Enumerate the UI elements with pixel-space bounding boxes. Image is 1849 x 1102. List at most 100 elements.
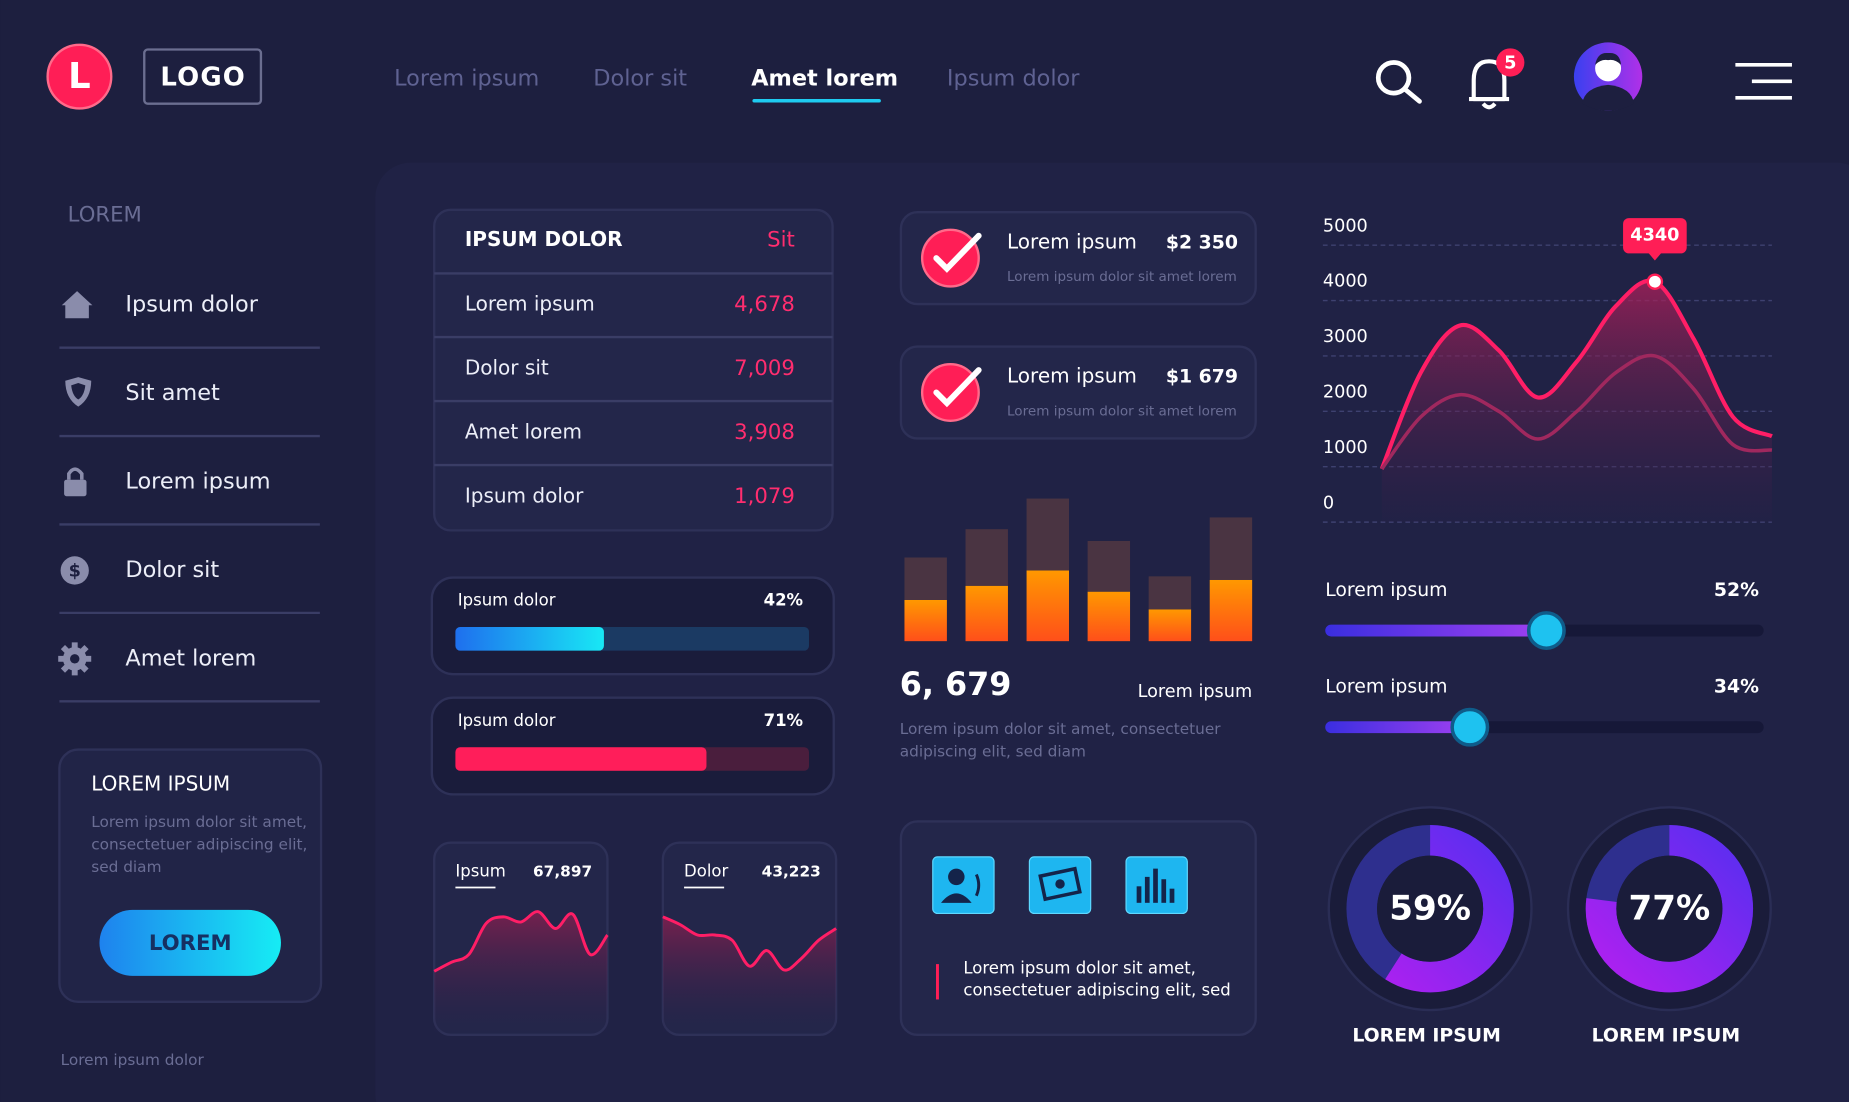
donut-label: LOREM IPSUM: [1592, 1025, 1740, 1046]
card-title: LOREM IPSUM: [91, 771, 230, 795]
sidebar-button[interactable]: [99, 909, 281, 976]
logo-text: LOGO: [160, 62, 246, 92]
mini-label: Ipsum: [455, 862, 505, 881]
donut-label: LOREM IPSUM: [1352, 1025, 1501, 1046]
bar-segment: [1148, 609, 1192, 642]
bar-segment: [904, 557, 947, 600]
annotation-pointer: [1647, 252, 1662, 261]
slider-value: 34%: [1714, 677, 1759, 698]
card-text: sed diam: [91, 858, 161, 876]
bar-segment: [904, 599, 947, 642]
dollar-icon: $: [60, 556, 89, 585]
payment-title: Lorem ipsum: [1007, 229, 1137, 253]
sparkline: [662, 915, 837, 972]
logo-box[interactable]: [143, 48, 263, 105]
donut-value: 77%: [1628, 888, 1710, 928]
icons-card-text: Lorem ipsum dolor sit amet,: [963, 958, 1196, 977]
sidebar-item[interactable]: Lorem ipsum: [125, 469, 270, 495]
bar-segment: [1087, 591, 1131, 642]
check-icon: [920, 363, 980, 422]
sidebar-item[interactable]: Sit amet: [125, 380, 220, 406]
donut-hole: [1616, 855, 1723, 962]
line: [1379, 278, 1773, 470]
mini-total: 67,897: [533, 863, 592, 881]
slider-thumb[interactable]: [1450, 707, 1490, 747]
sidebar-item[interactable]: Dolor sit: [125, 557, 219, 583]
progress-label: Ipsum dolor: [458, 591, 556, 610]
footer: Lorem ipsum dolor: [61, 1051, 205, 1069]
slider-label: Lorem ipsum: [1325, 580, 1447, 601]
bar-segment: [1209, 517, 1253, 580]
shield-icon: [65, 377, 92, 407]
bar-segment: [965, 529, 1008, 586]
donut-value: 59%: [1389, 888, 1471, 928]
sparkline: [433, 910, 609, 973]
annotation-label: 4340: [1630, 226, 1679, 246]
table-cell: Dolor sit: [465, 356, 549, 380]
notification-count: 5: [1504, 54, 1516, 74]
donut-hole: [1377, 855, 1484, 962]
icon-buttons: [932, 856, 1188, 915]
payment-amount: $2 350: [1166, 232, 1238, 253]
search-icon[interactable]: [1375, 60, 1422, 104]
progress-fill: [455, 747, 707, 771]
y-tick-label: 5000: [1323, 216, 1368, 236]
slider-thumb[interactable]: [1526, 611, 1566, 651]
table-cell: Amet lorem: [465, 420, 582, 444]
button-label: LOREM: [149, 931, 232, 956]
nav-item[interactable]: Ipsum dolor: [947, 65, 1080, 91]
table-value: 4,678: [734, 292, 795, 317]
area: [1381, 280, 1772, 523]
bar-text: Lorem ipsum dolor sit amet, consectetuer: [900, 720, 1222, 738]
contact-icon[interactable]: [932, 856, 995, 915]
table-title: IPSUM DOLOR: [465, 227, 623, 251]
check-icon: [920, 228, 980, 288]
bar-segment: [1209, 579, 1253, 642]
sidebar-item[interactable]: Ipsum dolor: [125, 292, 258, 318]
bar-text: adipiscing elit, sed diam: [900, 742, 1086, 760]
progress-label: Ipsum dolor: [458, 711, 556, 730]
nav-item[interactable]: Lorem ipsum: [394, 65, 539, 91]
payment-title: Lorem ipsum: [1007, 364, 1137, 388]
icons-card-text: consectetuer adipiscing elit, sed: [963, 981, 1230, 1000]
bar-segment: [1026, 498, 1069, 571]
slider-fill: [1325, 624, 1547, 637]
bar-label: Lorem ipsum: [1138, 682, 1253, 702]
card-text: Lorem ipsum dolor sit amet,: [91, 813, 307, 831]
home-icon: [61, 291, 93, 319]
payment-text: Lorem ipsum dolor sit amet lorem: [1007, 269, 1237, 285]
svg-text:$: $: [69, 562, 81, 582]
payment-card: [899, 345, 1257, 440]
annotation-bubble: [1623, 218, 1687, 254]
y-tick-label: 2000: [1323, 382, 1368, 402]
progress-value: 42%: [764, 591, 804, 610]
y-tick-label: 1000: [1323, 438, 1368, 458]
lock-icon: [64, 467, 87, 497]
logo-mark[interactable]: [46, 43, 113, 110]
table-cell: Ipsum dolor: [465, 484, 584, 508]
donut-arc: [1585, 825, 1754, 993]
sidebar-icons: $: [58, 291, 93, 676]
menu-icon[interactable]: [1735, 63, 1792, 100]
notification-badge: [1496, 48, 1525, 77]
bar-total: 6, 679: [900, 665, 1012, 703]
slider-fill: [1325, 721, 1470, 734]
avatar[interactable]: [1573, 42, 1643, 111]
payment-card: [899, 210, 1257, 306]
table-value: 1,079: [734, 484, 795, 509]
y-tick-label: 0: [1323, 493, 1334, 513]
table-action: Sit: [767, 227, 795, 252]
progress-fill: [455, 627, 604, 651]
nav-item[interactable]: Dolor sit: [593, 65, 687, 91]
bell-icon[interactable]: [1469, 59, 1510, 110]
gear-icon: [58, 642, 92, 676]
nav-item[interactable]: Amet lorem: [751, 65, 898, 91]
sidebar-item[interactable]: Amet lorem: [125, 645, 256, 671]
progress-value: 71%: [764, 711, 804, 730]
icons-card: [899, 820, 1257, 1036]
table-value: 3,908: [734, 420, 795, 445]
bar-segment: [965, 585, 1008, 642]
check-mark: [933, 232, 982, 273]
